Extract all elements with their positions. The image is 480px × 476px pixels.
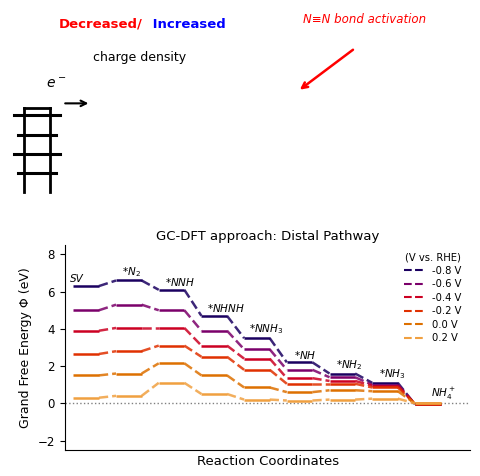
Text: $*$NH$_3$: $*$NH$_3$ bbox=[379, 367, 406, 381]
Text: Increased: Increased bbox=[148, 18, 226, 30]
Legend: -0.8 V, -0.6 V, -0.4 V, -0.2 V, 0.0 V, 0.2 V: -0.8 V, -0.6 V, -0.4 V, -0.2 V, 0.0 V, 0… bbox=[400, 248, 466, 347]
Text: SV: SV bbox=[70, 274, 84, 284]
Text: $*$NNH: $*$NNH bbox=[165, 276, 195, 288]
Text: N≡N bond activation: N≡N bond activation bbox=[303, 13, 426, 26]
Text: $*$NHNH: $*$NHNH bbox=[206, 302, 245, 314]
Title: GC-DFT approach: Distal Pathway: GC-DFT approach: Distal Pathway bbox=[156, 229, 379, 243]
Text: Decreased/: Decreased/ bbox=[59, 18, 143, 30]
Text: $e^-$: $e^-$ bbox=[46, 77, 66, 91]
Text: $*$N$_2$: $*$N$_2$ bbox=[122, 265, 141, 278]
Text: charge density: charge density bbox=[93, 51, 186, 64]
Text: $*$NNH$_3$: $*$NNH$_3$ bbox=[249, 323, 284, 337]
Text: $*$NH: $*$NH bbox=[295, 348, 317, 360]
Y-axis label: Grand Free Energy Φ (eV): Grand Free Energy Φ (eV) bbox=[19, 267, 32, 428]
Text: NH$_4^+$: NH$_4^+$ bbox=[431, 386, 456, 402]
Text: $*$NH$_2$: $*$NH$_2$ bbox=[336, 358, 362, 372]
X-axis label: Reaction Coordinates: Reaction Coordinates bbox=[196, 456, 339, 468]
